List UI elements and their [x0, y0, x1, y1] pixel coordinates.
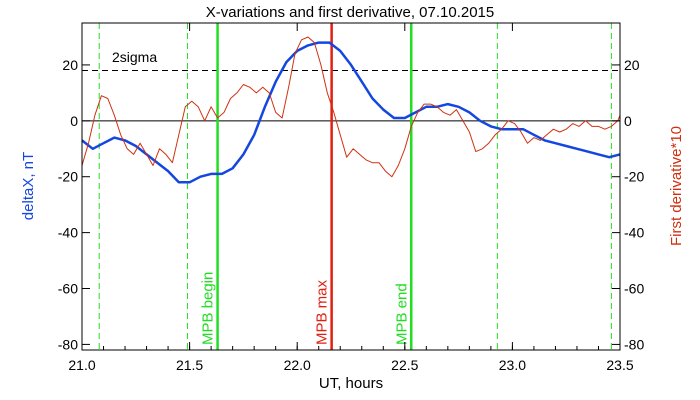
y-tick-label-left: -20 — [58, 169, 78, 185]
x-axis-label: UT, hours — [319, 375, 383, 392]
ticks-layer: 21.0 21.5 22.0 22.5 23.0 23.5 -80 -80 -60 -60 -40 -… — [58, 23, 644, 373]
y-tick-label-left: -80 — [58, 336, 78, 352]
x-tick-label: 23.5 — [606, 357, 633, 373]
y-tick-label-left: 20 — [62, 57, 78, 73]
marks-layer: MPB begin MPB max MPB end — [81, 23, 621, 350]
y-axis-label-left: deltaX, nT — [20, 152, 37, 220]
x-tick-label: 21.5 — [176, 357, 203, 373]
marker-label-mpb-end: MPB end — [393, 283, 410, 345]
x-tick-label: 22.5 — [391, 357, 418, 373]
y-tick-label-right: -40 — [624, 225, 644, 241]
x-tick-label: 23.0 — [499, 357, 526, 373]
series-line-derivative — [81, 36, 621, 178]
y-axis-label-right: First derivative*10 — [668, 126, 685, 246]
y-tick-label-right: -60 — [624, 281, 644, 297]
series-line-deltaX — [81, 41, 621, 184]
chart-title: X-variations and first derivative, 07.10… — [206, 4, 495, 21]
y-tick-label-right: 0 — [624, 113, 632, 129]
y-tick-label-right: -20 — [624, 169, 644, 185]
y-tick-label-left: -60 — [58, 281, 78, 297]
x-tick-label: 22.0 — [284, 357, 311, 373]
y-tick-label-right: -80 — [624, 336, 644, 352]
plot-frame — [81, 22, 621, 351]
marker-label-mpb-begin: MPB begin — [200, 272, 217, 345]
x-tick-label: 21.0 — [68, 357, 95, 373]
y-tick-label-right: 20 — [624, 57, 640, 73]
marker-label-mpb-max: MPB max — [314, 279, 331, 345]
threshold-label: 2sigma — [112, 49, 157, 65]
y-tick-label-left: 0 — [70, 113, 78, 129]
y-tick-label-left: -40 — [58, 225, 78, 241]
